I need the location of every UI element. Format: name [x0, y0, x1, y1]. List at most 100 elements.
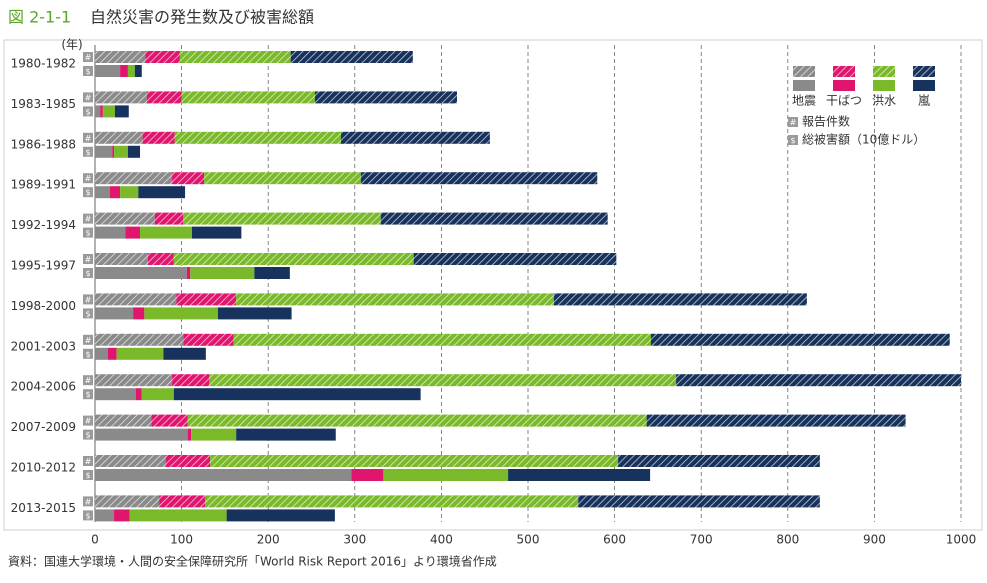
count-bar [95, 91, 147, 104]
y-tick-label: 1989-1991 [11, 178, 76, 192]
count-bar [145, 51, 180, 63]
measure-icon [83, 456, 93, 466]
legend-swatch [793, 80, 815, 91]
measure-icon [83, 510, 93, 521]
count-bar [553, 293, 807, 306]
y-tick-label: 1980-1982 [11, 57, 76, 71]
damage-bar [102, 105, 115, 118]
measure-icon [83, 470, 93, 480]
count-bar [95, 414, 152, 427]
damage-bar [383, 469, 509, 481]
count-bar [154, 212, 184, 225]
damage-bar [144, 307, 218, 320]
count-bar [209, 374, 677, 387]
damage-bar [95, 105, 101, 118]
y-tick-label: 1986-1988 [11, 137, 76, 151]
count-bar [146, 91, 182, 104]
damage-bar [508, 469, 651, 481]
count-bar [95, 172, 173, 185]
legend-label: 洪水 [872, 94, 896, 108]
count-bar [183, 333, 234, 346]
measure-icon [83, 415, 93, 426]
damage-bar [141, 388, 174, 401]
measure-icon-text: $ [85, 309, 90, 318]
count-bar [646, 414, 906, 427]
count-bar [204, 495, 579, 508]
measure-icon-text: $ [85, 107, 90, 116]
measure-icon-text: $ [85, 188, 90, 197]
measure-icon-text: # [85, 93, 92, 102]
y-tick-label: 1983-1985 [11, 97, 76, 111]
count-bar [676, 374, 961, 387]
x-tick-label: 0 [91, 533, 99, 547]
y-tick-label: 2007-2009 [11, 420, 76, 434]
count-bar [176, 293, 237, 306]
count-bar [142, 131, 175, 144]
legend-swatch [833, 66, 855, 77]
count-bar [618, 455, 820, 467]
damage-bar [100, 105, 103, 118]
measure-icon [83, 429, 93, 440]
x-tick-label: 400 [430, 533, 453, 547]
damage-bar [129, 509, 227, 522]
count-bar [204, 172, 361, 185]
count-bar [183, 212, 381, 225]
damage-bar [163, 347, 206, 360]
count-bar [187, 414, 647, 427]
measure-icon [83, 227, 93, 238]
count-bar [650, 333, 950, 346]
count-bar [380, 212, 608, 225]
measure-icon-text: # [85, 134, 92, 143]
damage-bar [173, 388, 421, 401]
measure-icon [83, 92, 93, 103]
legend-swatch [913, 66, 935, 77]
measure-icon [83, 213, 93, 224]
measure-icon-text: # [85, 174, 92, 183]
y-tick-label: 2013-2015 [11, 501, 76, 515]
legend-label: 総被害額（10億ドル） [802, 132, 925, 147]
legend-icon-text: # [790, 118, 797, 127]
measure-icon-text: $ [85, 431, 90, 440]
y-tick-label: 2001-2003 [11, 339, 76, 353]
x-tick-label: 800 [776, 533, 799, 547]
count-bar [413, 253, 617, 265]
damage-bar [95, 428, 188, 441]
measure-icon [83, 268, 93, 278]
count-bar [166, 455, 211, 467]
count-bar [236, 293, 554, 306]
x-tick-label: 200 [257, 533, 280, 547]
legend-label: 干ばつ [826, 94, 862, 108]
damage-bar [125, 226, 141, 239]
count-bar [95, 253, 148, 265]
count-bar [314, 91, 457, 104]
count-bar [95, 51, 146, 63]
damage-bar [138, 186, 186, 199]
count-bar [95, 131, 143, 144]
x-tick-label: 700 [690, 533, 713, 547]
damage-bar [140, 226, 192, 239]
x-tick-label: 900 [863, 533, 886, 547]
damage-bar [127, 65, 135, 77]
damage-bar [114, 145, 128, 158]
count-bar [174, 131, 341, 144]
damage-bar [133, 307, 145, 320]
chart-title: 自然災害の発生数及び被害総額 [90, 8, 314, 27]
x-tick-label: 600 [603, 533, 626, 547]
count-bar [578, 495, 820, 508]
damage-bar [254, 267, 290, 279]
count-bar [95, 455, 167, 467]
measure-icon [83, 375, 93, 386]
count-bar [210, 455, 619, 467]
measure-icon [83, 389, 93, 400]
damage-bar [95, 509, 115, 522]
damage-bar [95, 347, 108, 360]
damage-bar [134, 65, 142, 77]
damage-bar [95, 65, 121, 77]
x-tick-label: 500 [517, 533, 540, 547]
legend-label: 報告件数 [802, 114, 850, 129]
measure-icon [83, 52, 93, 62]
measure-icon [83, 106, 93, 117]
x-tick-label: 100 [170, 533, 193, 547]
damage-bar [116, 347, 164, 360]
legend-swatch [833, 80, 855, 91]
